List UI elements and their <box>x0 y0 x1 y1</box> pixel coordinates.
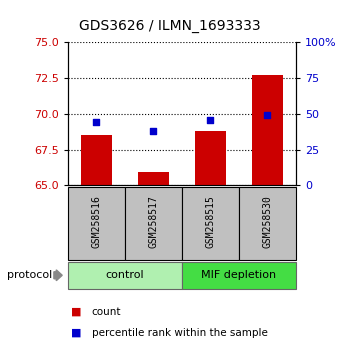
Point <box>208 117 213 122</box>
Text: GSM258517: GSM258517 <box>149 195 158 248</box>
Text: GSM258530: GSM258530 <box>262 195 272 248</box>
Bar <box>125 187 182 259</box>
Bar <box>138 172 169 185</box>
Bar <box>252 75 283 185</box>
Text: percentile rank within the sample: percentile rank within the sample <box>92 328 268 338</box>
Text: protocol: protocol <box>7 270 52 280</box>
Text: control: control <box>106 270 144 280</box>
Text: GDS3626 / ILMN_1693333: GDS3626 / ILMN_1693333 <box>79 19 261 34</box>
Bar <box>68 187 125 259</box>
Text: ■: ■ <box>71 307 82 316</box>
FancyArrow shape <box>54 270 62 281</box>
Bar <box>239 187 296 259</box>
Text: count: count <box>92 307 121 316</box>
Point <box>265 113 270 118</box>
Text: GSM258516: GSM258516 <box>91 195 101 248</box>
Bar <box>182 262 296 289</box>
Bar <box>68 262 182 289</box>
Text: ■: ■ <box>71 328 82 338</box>
Text: MIF depletion: MIF depletion <box>201 270 276 280</box>
Text: GSM258515: GSM258515 <box>205 195 215 248</box>
Point <box>94 120 99 125</box>
Point <box>151 128 156 134</box>
Bar <box>195 131 226 185</box>
Bar <box>81 135 112 185</box>
Bar <box>182 187 239 259</box>
